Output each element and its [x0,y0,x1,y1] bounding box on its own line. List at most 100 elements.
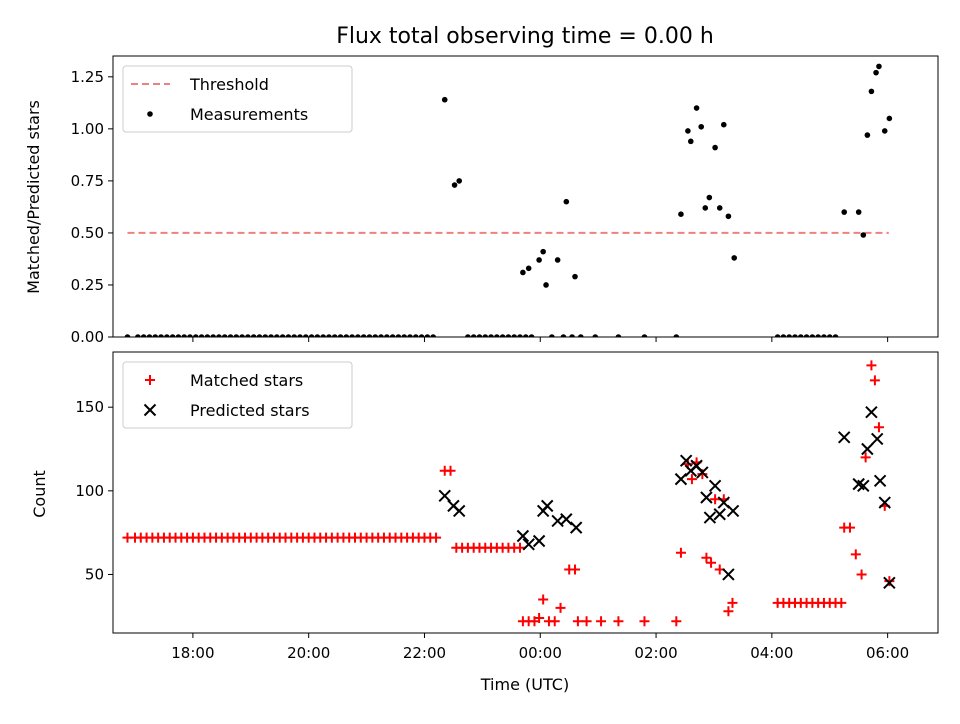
measurement-point [245,334,251,337]
matched-star-point [866,360,877,371]
matched-star-point [686,474,697,485]
predicted-star-point [438,489,451,503]
measurement-point [175,334,182,337]
matched-star-point [639,616,650,627]
measurement-point [204,334,211,337]
measurement-point [360,334,367,337]
bottom-x-tick-label: 00:00 [519,644,562,662]
matched-star-point [555,602,566,613]
bottom-panel: Count 18:00 20:00 22:00 00:00 02:00 04:00 06:0… [30,351,939,694]
predicted-star-point [522,538,535,551]
measurement-point [560,334,567,337]
measurement-point [291,334,298,337]
predicted-star-point [703,511,717,524]
predicted-star-point [708,479,722,493]
bottom-y-tick-label: 50 [85,565,104,583]
measurement-point [192,334,199,337]
bottom-plot-frame [112,351,939,634]
matched-star-point [570,564,580,575]
measurement-point [401,334,408,337]
measurement-point [522,334,529,337]
measurement-point [716,205,723,211]
measurement-point [407,334,413,337]
measurement-point [780,334,787,337]
predicted-star-point [838,431,851,444]
measurement-point [678,211,684,217]
measurement-point [815,334,821,337]
matched-star-point [710,494,721,505]
measurement-point [187,334,193,337]
measurement-point [641,334,648,337]
matched-star-point [549,616,560,627]
measurement-point [868,88,875,95]
measurement-point [256,334,263,337]
measurement-point [505,334,512,337]
measurement-point [430,334,436,337]
measurement-point [146,334,153,337]
legend-predicted-swatch [143,403,157,417]
measurement-point [615,334,622,337]
matched-star-point [581,616,592,627]
measurement-point [198,334,205,337]
predicted-star-point [883,576,896,590]
bottom-legend: Matched stars Predicted stars [122,361,353,429]
measurement-point [389,334,396,337]
measurement-point [693,105,700,111]
top-panel: Matched/Predicted stars 0.00 0.25 0.50 0.75… [24,55,939,346]
predicted-star-point [696,466,709,479]
matched-star-point [873,422,884,433]
measurement-point [297,334,303,337]
measurement-point [152,334,159,337]
measurement-point [876,63,882,70]
legend-measurement-swatch [147,111,153,117]
measurement-point [855,209,862,215]
top-y-tick-label: 1.25 [71,68,104,86]
measurement-point [216,334,222,337]
bottom-x-tick-label: 18:00 [171,644,214,662]
bottom-x-tick-label: 20:00 [287,644,330,662]
predicted-star-point [453,504,466,518]
measurement-point [470,334,477,337]
measurement-point [792,334,798,337]
top-y-tick-label: 0.75 [71,172,104,190]
measurement-point [803,334,810,337]
top-y-tick-label: 0.25 [71,276,104,294]
legend-label: Matched stars [190,371,303,390]
predicted-star-point [674,472,688,486]
top-y-tick-label: 0.50 [71,224,104,242]
measurement-point [268,334,274,337]
measurement-point [702,205,709,211]
predicted-star-point [560,513,573,526]
predicted-star-point [541,499,554,513]
bottom-y-tick-label: 150 [75,398,104,416]
measurement-point [140,334,147,337]
figure-title: Flux total observing time = 0.00 h [336,24,714,49]
matched-star-point [445,465,456,476]
matched-star-point [515,542,525,553]
bottom-y-tick-label: 100 [75,482,104,500]
measurement-point [706,194,713,201]
measurement-point [262,334,269,337]
matched-star-point [431,532,442,543]
measurement-point [569,334,575,337]
top-axis-ticks: 0.00 0.25 0.50 0.75 1.00 1.25 [71,68,889,346]
measurement-point [720,121,727,128]
measurement-point [826,334,833,337]
measurement-point [366,334,373,337]
measurement-point [302,334,309,337]
measurement-point [731,255,738,261]
measurement-point [864,132,871,138]
predicted-star-point [679,454,693,467]
predicted-star-point [532,534,546,548]
measurement-point [418,334,425,337]
measurement-point [476,334,483,337]
predicted-star-point [700,491,713,504]
measurement-point [331,334,338,337]
bottom-y-axis-label: Count [30,470,49,518]
measurement-point [488,334,494,337]
bottom-x-tick-label: 22:00 [403,644,446,662]
measurement-point [517,334,523,337]
measurement-point [511,334,518,337]
legend-label: Threshold [189,75,269,94]
